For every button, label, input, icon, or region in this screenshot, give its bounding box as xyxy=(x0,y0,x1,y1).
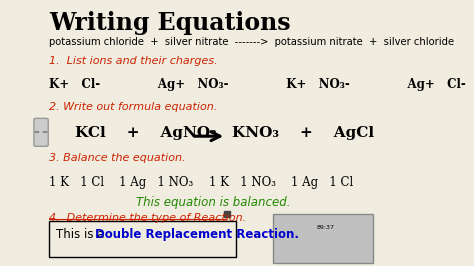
FancyBboxPatch shape xyxy=(49,221,236,257)
Text: KCl    +    AgNO₃: KCl + AgNO₃ xyxy=(75,126,217,140)
Text: KNO₃    +    AgCl: KNO₃ + AgCl xyxy=(232,126,374,140)
Text: K+   Cl-              Ag+   NO₃-              K+   NO₃-              Ag+   Cl-: K+ Cl- Ag+ NO₃- K+ NO₃- Ag+ Cl- xyxy=(49,78,466,92)
Text: This equation is balanced.: This equation is balanced. xyxy=(136,196,290,209)
FancyBboxPatch shape xyxy=(34,118,48,146)
Text: Double Replacement Reaction.: Double Replacement Reaction. xyxy=(95,228,300,241)
Text: = =: = = xyxy=(34,129,48,135)
Text: 1 K   1 NO₃    1 Ag   1 Cl: 1 K 1 NO₃ 1 Ag 1 Cl xyxy=(209,176,354,189)
Text: 1.  List ions and their charges.: 1. List ions and their charges. xyxy=(49,56,218,66)
Text: potassium chloride  +  silver nitrate  ------->  potassium nitrate  +  silver ch: potassium chloride + silver nitrate ----… xyxy=(49,37,454,47)
Text: 4.  Determine the type of Reaction.: 4. Determine the type of Reaction. xyxy=(49,213,246,223)
Text: 89:37: 89:37 xyxy=(317,225,335,230)
FancyBboxPatch shape xyxy=(273,214,373,263)
Text: Writing Equations: Writing Equations xyxy=(49,11,291,35)
Text: 1 K   1 Cl    1 Ag   1 NO₃: 1 K 1 Cl 1 Ag 1 NO₃ xyxy=(49,176,193,189)
Text: 3. Balance the equation.: 3. Balance the equation. xyxy=(49,153,185,163)
Text: 2. Write out formula equation.: 2. Write out formula equation. xyxy=(49,102,217,113)
Text: This is a: This is a xyxy=(56,228,108,241)
